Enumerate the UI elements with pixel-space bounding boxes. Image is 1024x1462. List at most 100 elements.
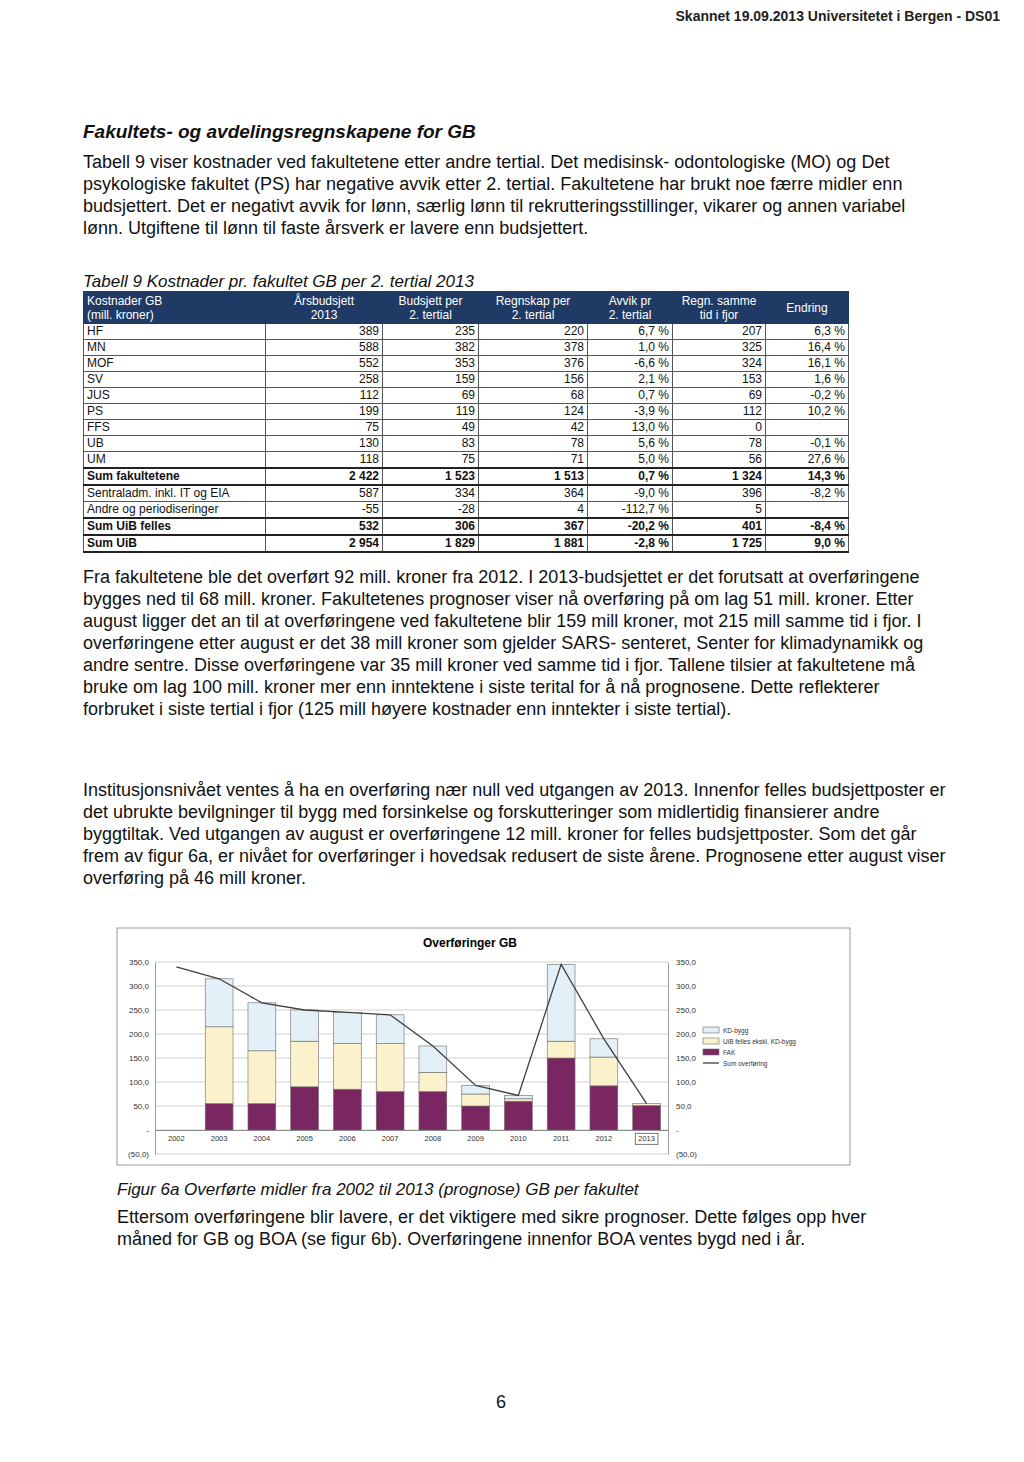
cell-text: 130 <box>359 436 379 450</box>
tick: 350,0 <box>668 958 697 967</box>
table-cell: 2 422 <box>266 468 383 485</box>
legend-swatch <box>703 1038 719 1044</box>
tick-label: 50,0 <box>676 1102 692 1111</box>
cell-text: 1 513 <box>554 469 584 483</box>
table-cell: SV <box>84 372 266 388</box>
table-cell: 75 <box>383 452 479 469</box>
cell-text: 0,7 % <box>638 469 669 483</box>
table-row: Andre og periodiseringer-55-284-112,7 %5 <box>84 502 849 519</box>
cell-text: -8,4 % <box>810 519 845 533</box>
cell-text: 4 <box>577 502 584 516</box>
cell-text: 1,0 % <box>638 340 669 354</box>
cell-text: 5 <box>755 502 762 516</box>
table-cell: -8,2 % <box>766 485 849 502</box>
table-cell: 588 <box>266 340 383 356</box>
tick: 350,0 <box>129 958 155 967</box>
cell-text: 83 <box>462 436 475 450</box>
table-cell: 587 <box>266 485 383 502</box>
table-cell: 112 <box>266 388 383 404</box>
table-cell: 199 <box>266 404 383 420</box>
table-cell: -6,6 % <box>588 356 673 372</box>
table-cell: -0,2 % <box>766 388 849 404</box>
table-row: SV2581591562,1 %1531,6 % <box>84 372 849 388</box>
cell-text: -0,1 % <box>810 436 845 450</box>
table-cell: 1 324 <box>673 468 766 485</box>
table-cell: -0,1 % <box>766 436 849 452</box>
table-row: UB13083785,6 %78-0,1 % <box>84 436 849 452</box>
bar <box>462 1106 490 1130</box>
cell-text: 1,6 % <box>814 372 845 386</box>
table-cell: 1,0 % <box>588 340 673 356</box>
table-cell: Sum UiB felles <box>84 518 266 535</box>
tick-label: 2008 <box>425 1134 442 1143</box>
cell-text: 378 <box>564 340 584 354</box>
cell-text: 401 <box>742 519 762 533</box>
cell-text: Sum UiB felles <box>87 519 171 533</box>
cell-text: -20,2 % <box>628 519 669 533</box>
table-cell: 153 <box>673 372 766 388</box>
table-row: UM11875715,0 %5627,6 % <box>84 452 849 469</box>
table-cell: 9,0 % <box>766 535 849 552</box>
tick-label: 2004 <box>254 1134 271 1143</box>
cell-text: 389 <box>359 324 379 338</box>
cell-text: 2 422 <box>349 469 379 483</box>
cell-text: MOF <box>87 356 114 370</box>
table-cell: 71 <box>479 452 588 469</box>
cell-text: 0 <box>755 420 762 434</box>
table-cell: -20,2 % <box>588 518 673 535</box>
paragraph: Ettersom overføringene blir lavere, er d… <box>117 1206 917 1250</box>
header-text: Endring <box>786 301 827 315</box>
cell-text: -3,9 % <box>634 404 669 418</box>
header-text: tid i fjor <box>700 308 739 322</box>
table-cell: 1 523 <box>383 468 479 485</box>
tick: 2010 <box>510 1130 527 1143</box>
cell-text: -28 <box>458 502 475 516</box>
cell-text: 364 <box>564 486 584 500</box>
tick: 2008 <box>425 1130 442 1143</box>
axis-line <box>156 1130 669 1131</box>
cell-text: 1 523 <box>445 469 475 483</box>
cell-text: 14,3 % <box>808 469 845 483</box>
table-cell: 235 <box>383 324 479 340</box>
table-row: Sum UiB felles532306367-20,2 %401-8,4 % <box>84 518 849 535</box>
section-heading: Fakultets- og avdelingsregnskapene for G… <box>83 121 476 143</box>
header-cell: Regn. sammetid i fjor <box>673 292 766 324</box>
grid-line <box>155 1034 668 1035</box>
bar <box>205 1104 233 1130</box>
table-cell: UB <box>84 436 266 452</box>
bar <box>376 1015 404 1044</box>
tick-label: - <box>146 1126 149 1135</box>
tick-label: 350,0 <box>676 958 697 967</box>
cell-text: 69 <box>749 388 762 402</box>
cell-text: SV <box>87 372 103 386</box>
tick: (50,0) <box>668 1150 697 1159</box>
cell-text: 6,3 % <box>814 324 845 338</box>
grid-line <box>155 1154 668 1155</box>
cell-text: -6,6 % <box>634 356 669 370</box>
cell-text: 1 324 <box>732 469 762 483</box>
table-cell: 552 <box>266 356 383 372</box>
tick: 300,0 <box>668 982 697 991</box>
bar <box>205 1027 233 1104</box>
table-cell: -2,8 % <box>588 535 673 552</box>
y-axis: (50,0)-50,0100,0150,0200,0250,0300,0350,… <box>128 958 155 1159</box>
tick: 2006 <box>339 1130 356 1143</box>
table-cell: 118 <box>266 452 383 469</box>
header-text: Regn. samme <box>682 294 757 308</box>
cell-text: 587 <box>359 486 379 500</box>
line <box>176 964 646 1103</box>
tick-label: 250,0 <box>676 1006 697 1015</box>
table-cell: 532 <box>266 518 383 535</box>
cell-text: HF <box>87 324 103 338</box>
tick: 2012 <box>596 1130 613 1143</box>
tick-label: 2012 <box>596 1134 613 1143</box>
cell-text: UB <box>87 436 104 450</box>
cell-text: Sum fakultetene <box>87 469 180 483</box>
axis-line <box>668 963 669 1155</box>
table-cell: 324 <box>673 356 766 372</box>
bar <box>504 1101 532 1130</box>
header-text: Kostnader GB <box>87 294 162 308</box>
table-cell: 334 <box>383 485 479 502</box>
bar <box>504 1095 532 1098</box>
cell-text: 118 <box>360 452 379 466</box>
